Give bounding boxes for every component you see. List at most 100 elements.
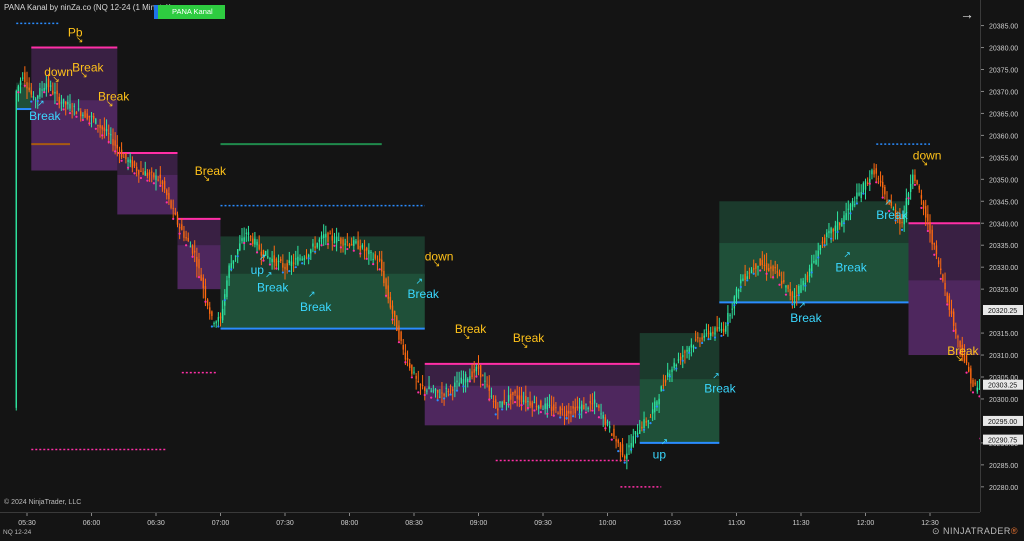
signal-label: Break	[790, 311, 822, 325]
candle-body	[572, 406, 574, 409]
candle-body	[286, 263, 288, 271]
trend-dot	[572, 415, 575, 418]
trend-dot	[126, 166, 130, 169]
candle-body	[649, 416, 652, 418]
candle-body	[950, 310, 953, 314]
trend-dot	[862, 192, 865, 195]
trend-dot	[784, 293, 788, 296]
candle-body	[772, 266, 774, 272]
candle-body	[873, 170, 875, 175]
trend-dot	[81, 118, 84, 122]
candle-body	[624, 456, 626, 459]
candle-body	[77, 108, 80, 110]
y-tick-label: 20385.00	[989, 24, 1018, 31]
candle-body	[462, 379, 465, 386]
candle-body	[914, 174, 916, 181]
candle-body	[101, 126, 103, 130]
trend-dot	[913, 183, 917, 186]
trend-dot	[552, 414, 555, 417]
candle-body	[368, 250, 370, 255]
candle-body	[146, 172, 149, 176]
signal-arrow-icon: ↗	[843, 251, 851, 261]
candle-body	[651, 409, 654, 414]
x-tick-label: 09:00	[470, 520, 488, 527]
trend-dot	[804, 284, 807, 287]
candle-body	[458, 382, 460, 387]
candle-body	[604, 417, 607, 425]
candle-body	[804, 282, 806, 285]
candle-body	[421, 385, 424, 387]
x-tick-label: 06:30	[147, 520, 165, 527]
candle-body	[735, 288, 738, 298]
candle-body	[832, 228, 834, 232]
candle-body	[426, 390, 428, 392]
candle-body	[808, 268, 811, 277]
candle-body	[277, 260, 280, 262]
candle-body	[221, 308, 224, 321]
candle-body	[157, 179, 159, 181]
indicator-tag[interactable]: PANA Kanal	[154, 5, 225, 19]
candle-body	[230, 263, 232, 271]
candle-body	[348, 244, 351, 247]
candle-body	[944, 282, 946, 290]
chart-plot-area[interactable]: Pb ↘ down ↘ Break ↘ Break ↘ Break ↘ Break ↗ up ↗ Break…	[0, 0, 1017, 512]
candle-body	[972, 379, 974, 387]
candle-body	[785, 285, 787, 288]
candle-body	[720, 328, 723, 331]
candle-body	[849, 204, 852, 210]
candle-body	[789, 289, 791, 296]
candle-body	[82, 114, 84, 117]
candle-body	[97, 124, 99, 127]
candle-body	[271, 258, 273, 263]
x-tick-label: 12:30	[921, 520, 939, 527]
candle-body	[727, 312, 729, 326]
candle-body	[103, 127, 106, 132]
candle-body	[854, 204, 856, 206]
trend-dot	[410, 376, 413, 379]
signal-label: Break	[408, 287, 440, 301]
candle-body	[899, 215, 901, 224]
time-axis[interactable]: 05:30 06:00 06:30 07:00 07:30 08:00 08:30 09:00…	[0, 512, 980, 531]
candle-body	[191, 245, 194, 254]
signal-arrow-icon: ↘	[921, 159, 929, 169]
x-tick-label: 05:30	[18, 520, 36, 527]
candle-body	[729, 314, 731, 317]
candle-body	[748, 272, 751, 274]
candle-body	[976, 387, 978, 392]
candle-body	[946, 293, 948, 303]
candle-body	[684, 351, 686, 353]
candle-body	[826, 232, 828, 238]
price-marker	[983, 415, 1023, 426]
candle-body	[901, 221, 903, 224]
y-tick-label: 20345.00	[989, 199, 1018, 206]
candle-body	[800, 285, 802, 293]
candle-body	[252, 238, 254, 244]
candle-body	[213, 323, 215, 325]
trend-dot	[159, 184, 162, 188]
candle-body	[871, 170, 873, 175]
candle-body	[776, 271, 779, 273]
candle-body	[275, 258, 278, 267]
price-marker-label: 20295.00	[988, 419, 1017, 426]
candle-body	[153, 173, 155, 178]
trend-dot	[701, 341, 704, 345]
candle-body	[413, 371, 415, 373]
candle-body	[363, 248, 366, 252]
trend-dot	[262, 259, 265, 262]
scroll-right-icon[interactable]: →	[960, 6, 974, 22]
candle-body	[746, 276, 748, 280]
candle-body	[323, 234, 325, 238]
candle-body	[619, 442, 622, 453]
candle-body	[131, 160, 134, 168]
price-chart[interactable]: Pb↘down↘Break↘Break↘Break↘Break↗up↗Break…	[0, 0, 1017, 512]
price-axis[interactable]: 20385.00 20380.00 20375.00 20370.00 20365.00…	[980, 0, 1024, 512]
candle-body	[968, 366, 970, 372]
trend-dot	[494, 413, 497, 416]
candle-body	[548, 404, 551, 406]
trend-dot	[842, 222, 846, 225]
candle-body	[52, 90, 54, 94]
candle-body	[888, 202, 890, 205]
candle-body	[228, 265, 230, 278]
trend-dot	[301, 262, 304, 265]
candle-body	[578, 406, 581, 409]
